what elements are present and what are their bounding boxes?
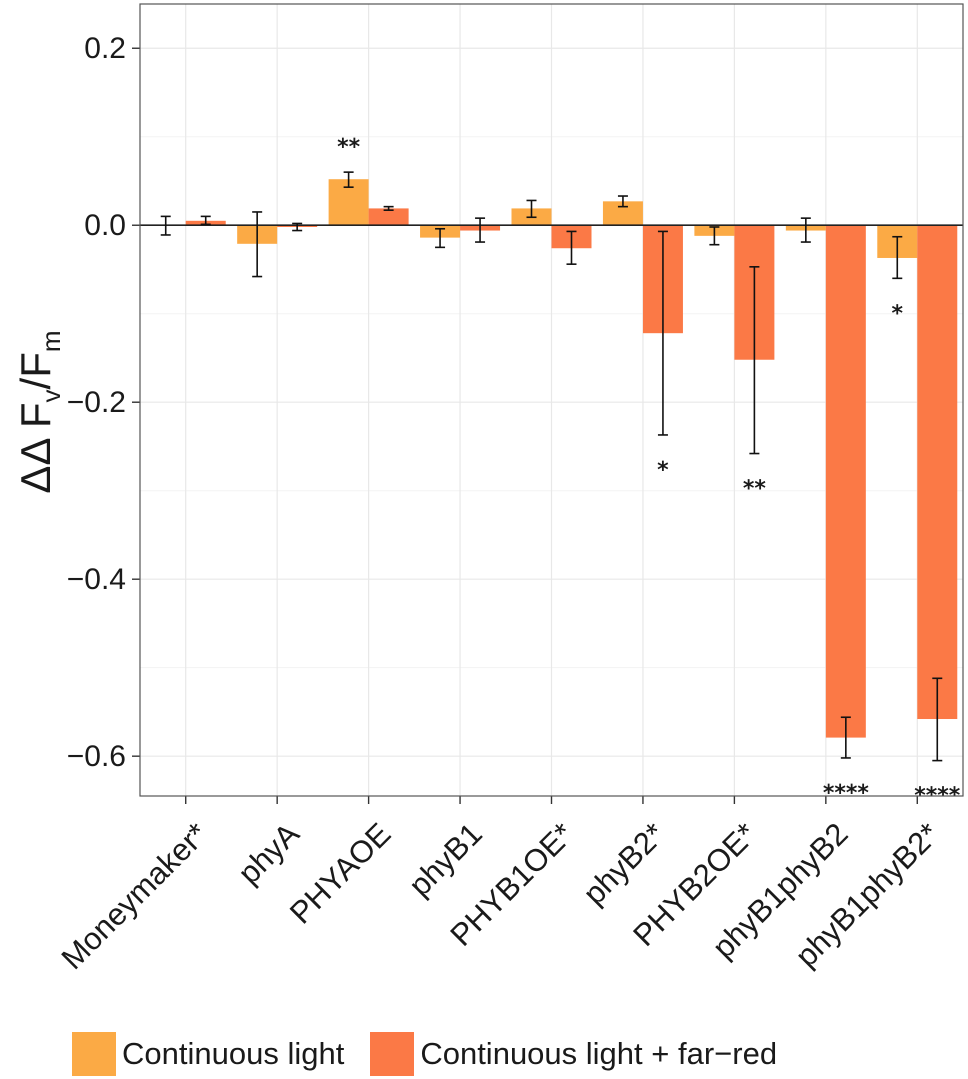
- legend-label-continuous-light: Continuous light: [122, 1036, 345, 1071]
- legend-label-continuous-light-far-red: Continuous light + far−red: [420, 1036, 778, 1071]
- legend-swatch-continuous-light: [72, 1032, 116, 1076]
- significance-marker: **: [337, 135, 361, 160]
- legend-item-continuous-light: Continuous light: [72, 1032, 344, 1076]
- y-axis-label-slash: /F: [12, 352, 59, 389]
- y-tick-label: −0.6: [67, 740, 126, 773]
- legend-item-continuous-light-far-red: Continuous light + far−red: [370, 1032, 777, 1076]
- bar: [602, 201, 643, 226]
- bar: [368, 208, 409, 226]
- y-axis: 0.2 0.0 −0.2 −0.4 −0.6: [67, 32, 140, 773]
- significance-marker: *: [892, 301, 904, 326]
- legend: Continuous light Continuous light + far−…: [72, 1030, 803, 1078]
- x-tick-label: phyB1: [402, 816, 489, 903]
- y-tick-label: 0.0: [84, 209, 126, 242]
- bar-chart: ********** **** 0.20.0−0.2−0.4−0.6 Moneym…: [12, 3, 964, 976]
- significance-markers: ********** ****: [337, 135, 961, 808]
- x-tick-label: Moneymaker*: [55, 816, 215, 976]
- y-tick-label: −0.2: [67, 386, 126, 419]
- bar: [825, 225, 866, 738]
- plot-panel-border: [139, 3, 964, 797]
- y-axis-label-main: ΔΔ F: [12, 402, 59, 493]
- y-axis-label: ΔΔ Fv/Fm: [12, 330, 66, 493]
- y-axis-label-sub-m: m: [36, 330, 66, 352]
- x-tick-label: phyA: [231, 816, 306, 891]
- significance-marker: ****: [823, 781, 870, 806]
- bar: [917, 225, 958, 720]
- significance-marker: *: [657, 458, 669, 483]
- y-tick-label: −0.4: [67, 563, 126, 596]
- y-axis-label-sub-v: v: [36, 389, 66, 402]
- error-bars: [160, 171, 943, 762]
- x-tick-label: PHYAOE: [283, 816, 397, 930]
- significance-marker: **: [743, 477, 767, 502]
- legend-swatch-continuous-light-far-red: [370, 1032, 415, 1076]
- y-tick-label: 0.2: [84, 32, 126, 65]
